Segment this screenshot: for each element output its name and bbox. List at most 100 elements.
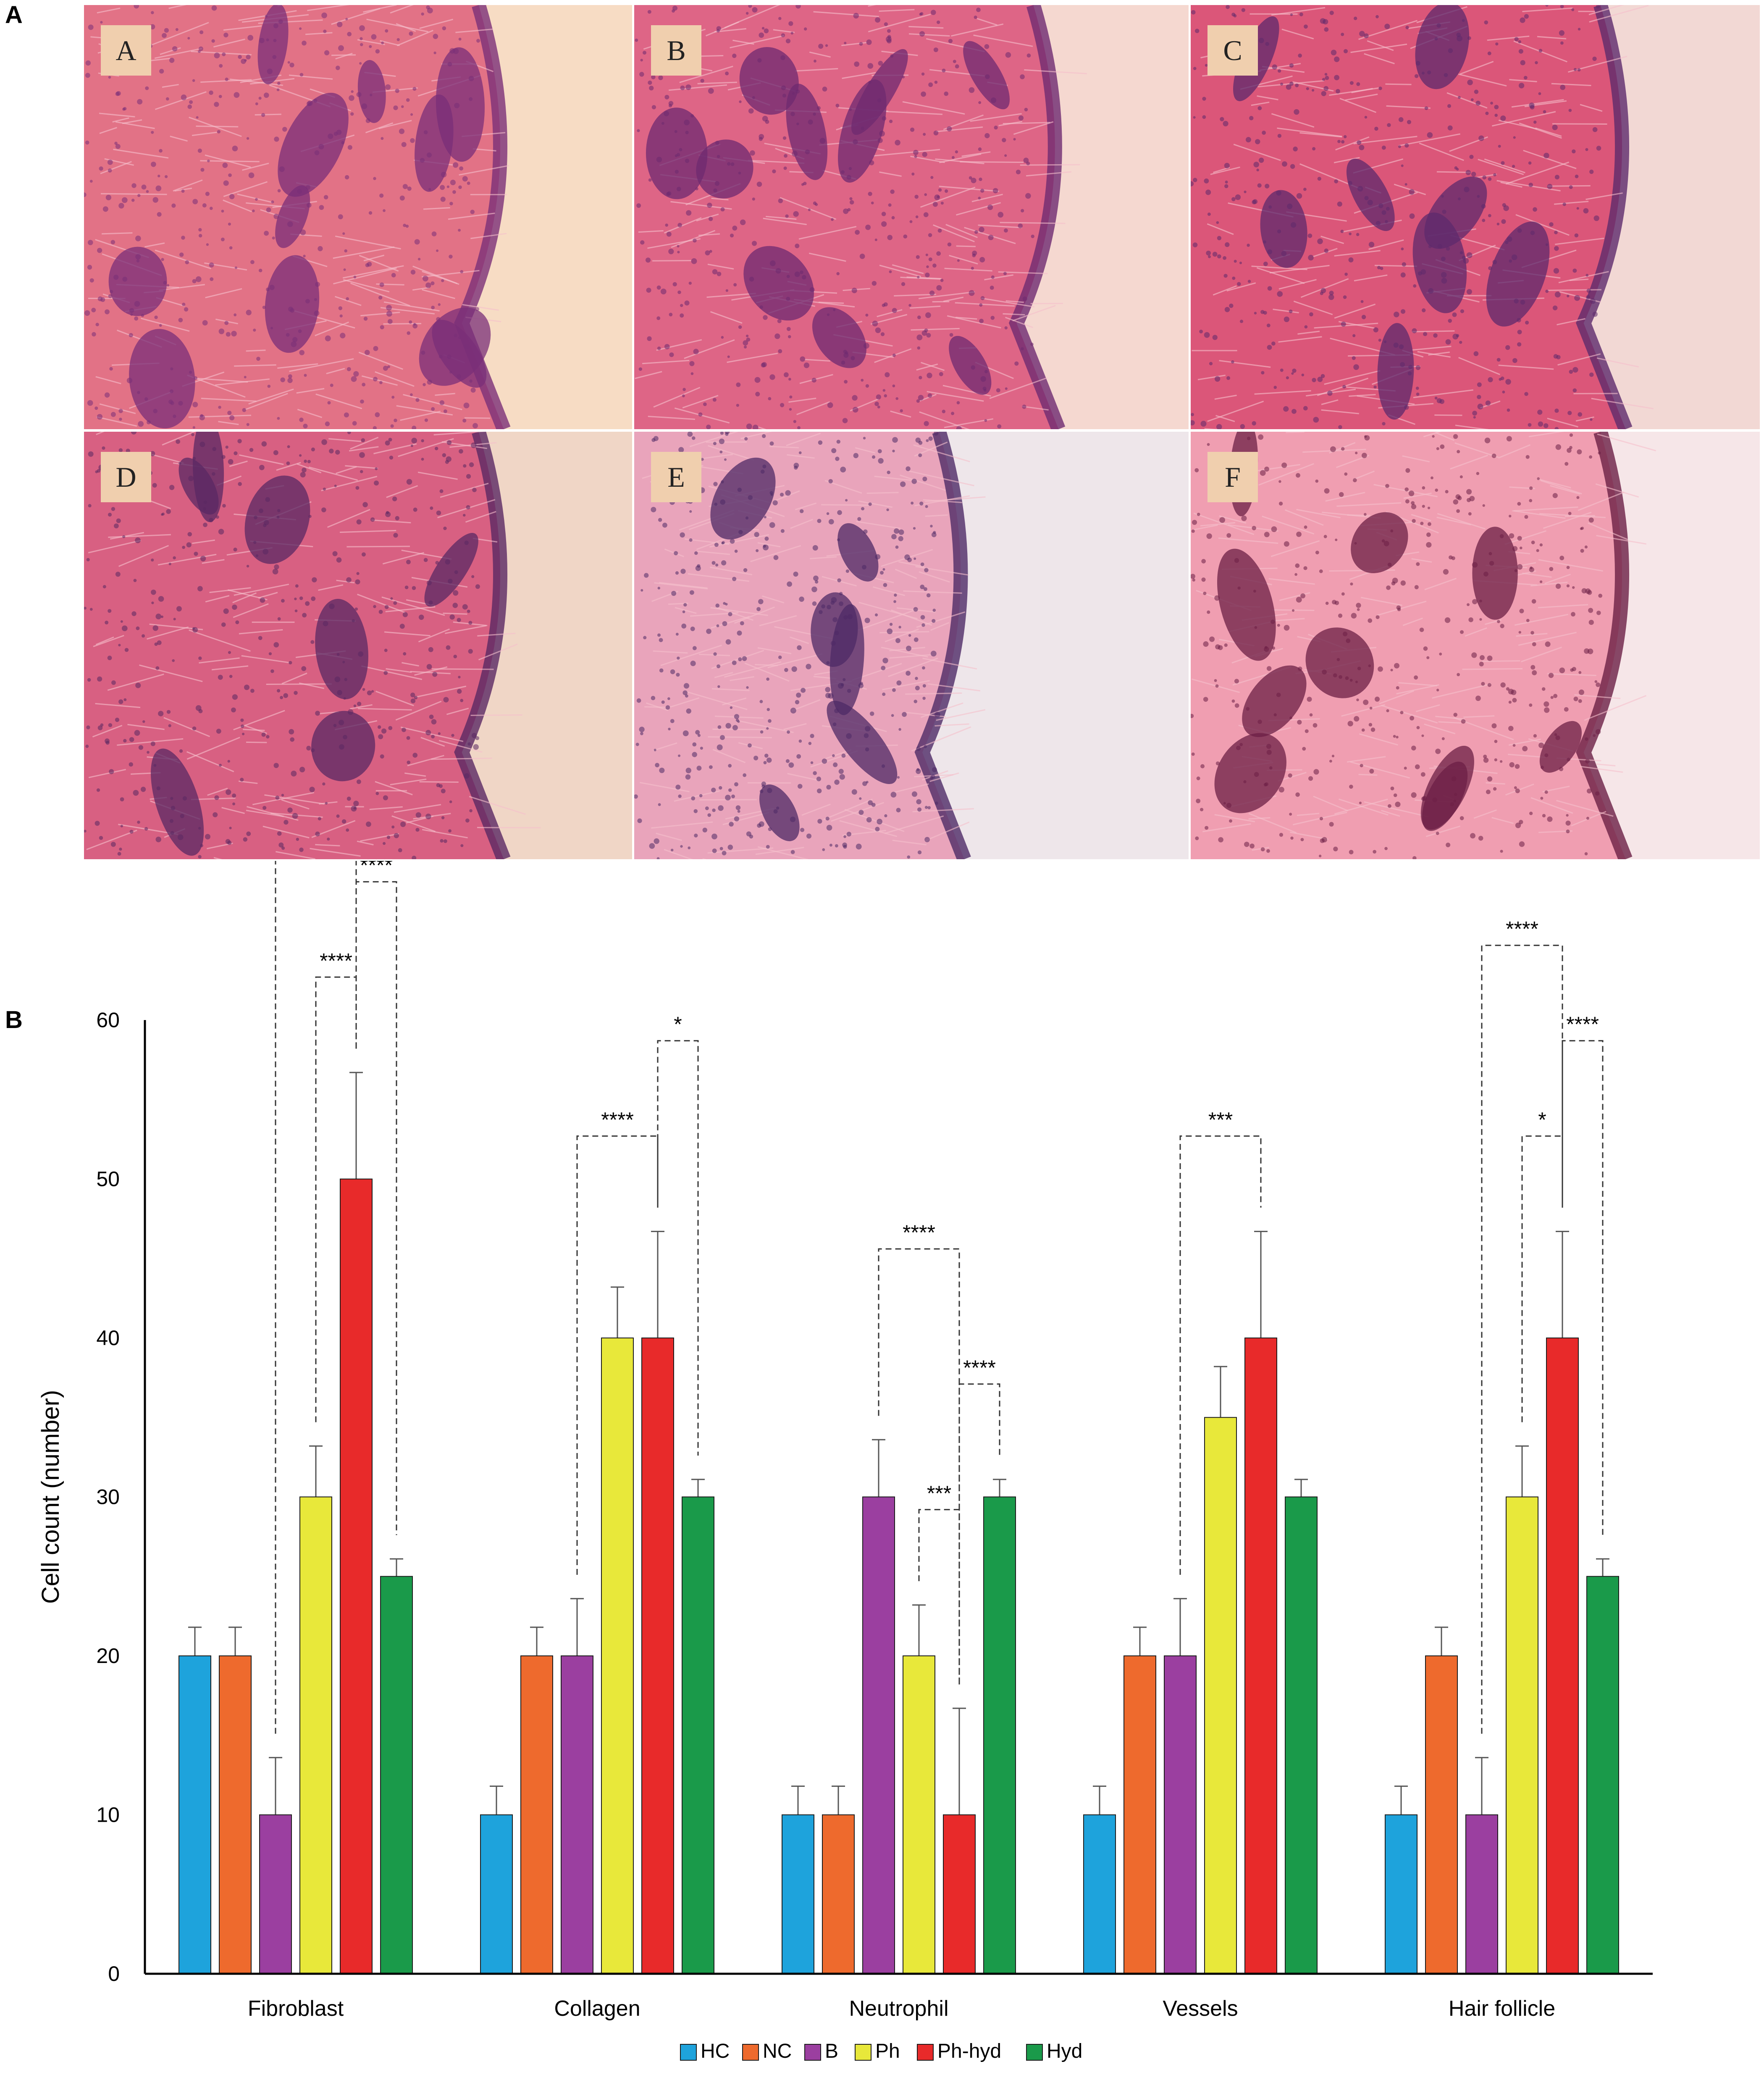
bar	[1506, 1496, 1538, 1974]
legend-label: B	[825, 2040, 838, 2062]
micrograph-letter: F	[1208, 452, 1258, 502]
significance-label: ***	[927, 1482, 951, 1505]
bar	[1465, 1814, 1498, 1974]
legend-label: Ph-hyd	[937, 2040, 1001, 2062]
micrograph-c: C	[1191, 5, 1760, 429]
y-tick-label: 60	[96, 1008, 120, 1032]
bar	[1425, 1655, 1458, 1974]
x-tick-label: Fibroblast	[248, 1996, 344, 2021]
x-tick-label: Vessels	[1163, 1996, 1238, 2021]
bar	[299, 1496, 332, 1974]
legend-swatch	[742, 2044, 759, 2061]
significance-label: *	[1538, 1108, 1546, 1131]
bar	[903, 1655, 935, 1974]
y-axis-label: Cell count (number)	[37, 1390, 64, 1604]
bar	[1204, 1417, 1237, 1974]
micrograph-a: A	[84, 5, 632, 429]
legend-swatch	[917, 2044, 934, 2061]
significance-layer: ****************************************	[275, 861, 1604, 1734]
bar	[480, 1814, 513, 1974]
legend-item: HC	[680, 2040, 730, 2062]
micrograph-letter: E	[651, 452, 701, 502]
bar	[340, 1178, 373, 1974]
bar	[1586, 1576, 1619, 1974]
legend-label: Ph	[875, 2040, 900, 2062]
bar	[380, 1576, 413, 1974]
bar	[259, 1814, 292, 1974]
bar	[178, 1655, 211, 1974]
significance-label: ****	[903, 1221, 935, 1244]
x-tick-label: Hair follicle	[1449, 1996, 1555, 2021]
bar	[782, 1814, 814, 1974]
significance-label: ****	[963, 1356, 996, 1380]
bar	[1164, 1655, 1197, 1974]
legend-item: B	[804, 2040, 838, 2062]
significance-label: ****	[360, 861, 393, 877]
x-tick-label: Neutrophil	[849, 1996, 948, 2021]
bar	[822, 1814, 855, 1974]
bars-layer	[178, 1178, 1619, 1974]
significance-bracket: *	[657, 1012, 699, 1456]
legend-swatch	[804, 2044, 821, 2061]
micrograph-f: F	[1191, 432, 1760, 859]
bar	[1546, 1338, 1579, 1974]
bar	[862, 1496, 895, 1974]
micrograph-letter: D	[101, 452, 151, 502]
legend-item: Ph	[855, 2040, 900, 2062]
legend-swatch	[680, 2044, 697, 2061]
significance-bracket: ****	[315, 949, 357, 1422]
significance-label: ***	[1208, 1108, 1233, 1131]
micrograph-letter: B	[651, 25, 701, 76]
bar	[1285, 1496, 1318, 1974]
bar	[219, 1655, 252, 1974]
significance-label: ****	[1506, 917, 1538, 941]
significance-label: ****	[1566, 1012, 1599, 1036]
axes-layer: 0 10 20 30 40 50 60 Cell count (number) Fibrobla…	[37, 1008, 1653, 2021]
significance-bracket: ****	[576, 1108, 659, 1575]
x-tick-label: Collagen	[554, 1996, 640, 2021]
y-tick-label: 0	[108, 1962, 120, 1986]
significance-label: ****	[320, 949, 352, 973]
significance-bracket: ****	[1562, 1012, 1604, 1535]
legend-label: HC	[701, 2040, 730, 2062]
bar	[520, 1655, 553, 1974]
legend: HC NC B Ph Ph-hyd Hyd	[680, 2040, 1082, 2062]
significance-bracket: ***	[918, 1482, 960, 1685]
micrograph-d: D	[84, 432, 632, 859]
bar	[1083, 1814, 1116, 1974]
y-tick-label: 40	[96, 1326, 120, 1350]
legend-swatch	[1026, 2044, 1043, 2061]
legend-item: Hyd	[1026, 2040, 1082, 2062]
y-tick-label: 50	[96, 1167, 120, 1191]
legend-label: Hyd	[1047, 2040, 1082, 2062]
bar	[943, 1814, 976, 1974]
significance-label: *	[674, 1012, 682, 1036]
panel-b-label: B	[5, 1006, 23, 1033]
significance-bracket: *	[1521, 1108, 1563, 1422]
legend-swatch	[855, 2044, 872, 2061]
bar-chart: ****************************************…	[37, 861, 1653, 2062]
significance-bracket: ****	[958, 1356, 1000, 1685]
legend-item: Ph-hyd	[917, 2040, 1001, 2062]
bar	[561, 1655, 593, 1974]
bar	[641, 1338, 674, 1974]
y-tick-label: 20	[96, 1644, 120, 1668]
panel-a-label: A	[5, 1, 23, 29]
significance-label: ****	[601, 1108, 634, 1131]
bar	[682, 1496, 714, 1974]
bar	[1244, 1338, 1277, 1974]
significance-bracket: ***	[1179, 1108, 1262, 1575]
bar	[983, 1496, 1016, 1974]
significance-bracket: ****	[355, 861, 397, 1535]
micrograph-e: E	[634, 432, 1189, 859]
bar	[1124, 1655, 1156, 1974]
legend-item: NC	[742, 2040, 792, 2062]
micrograph-letter: A	[101, 25, 151, 76]
y-tick-label: 10	[96, 1803, 120, 1827]
micrograph-b: B	[634, 5, 1189, 429]
micrograph-letter: C	[1208, 25, 1258, 76]
legend-label: NC	[763, 2040, 792, 2062]
bar	[601, 1338, 634, 1974]
bar	[1385, 1814, 1418, 1974]
y-tick-label: 30	[96, 1485, 120, 1509]
